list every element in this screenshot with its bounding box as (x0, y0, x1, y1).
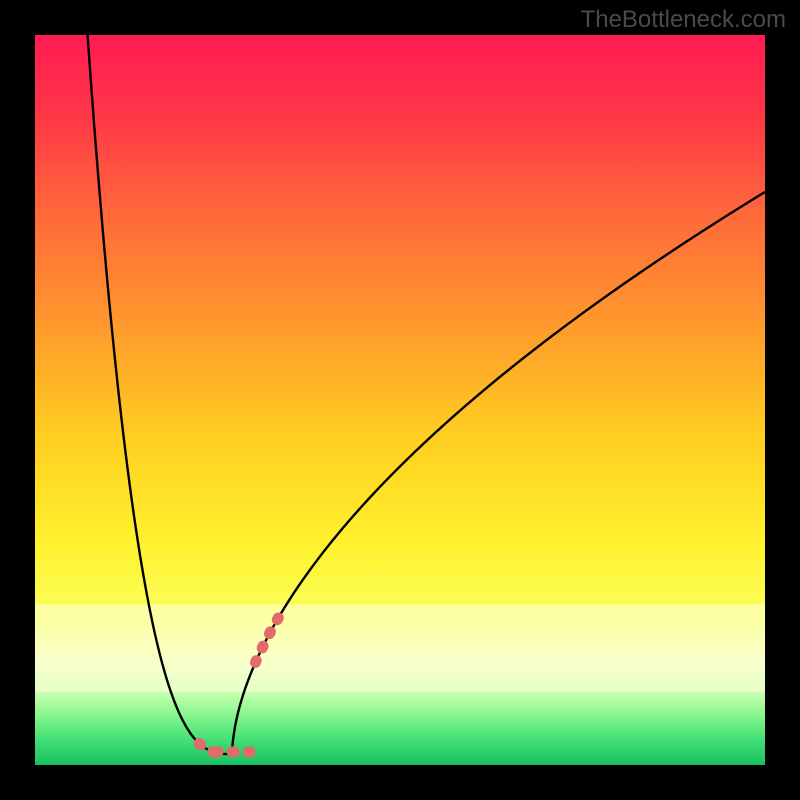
bottleneck-chart (0, 0, 800, 800)
chart-stage: TheBottleneck.com (0, 0, 800, 800)
watermark-text: TheBottleneck.com (581, 6, 786, 34)
pale-band (35, 604, 765, 692)
